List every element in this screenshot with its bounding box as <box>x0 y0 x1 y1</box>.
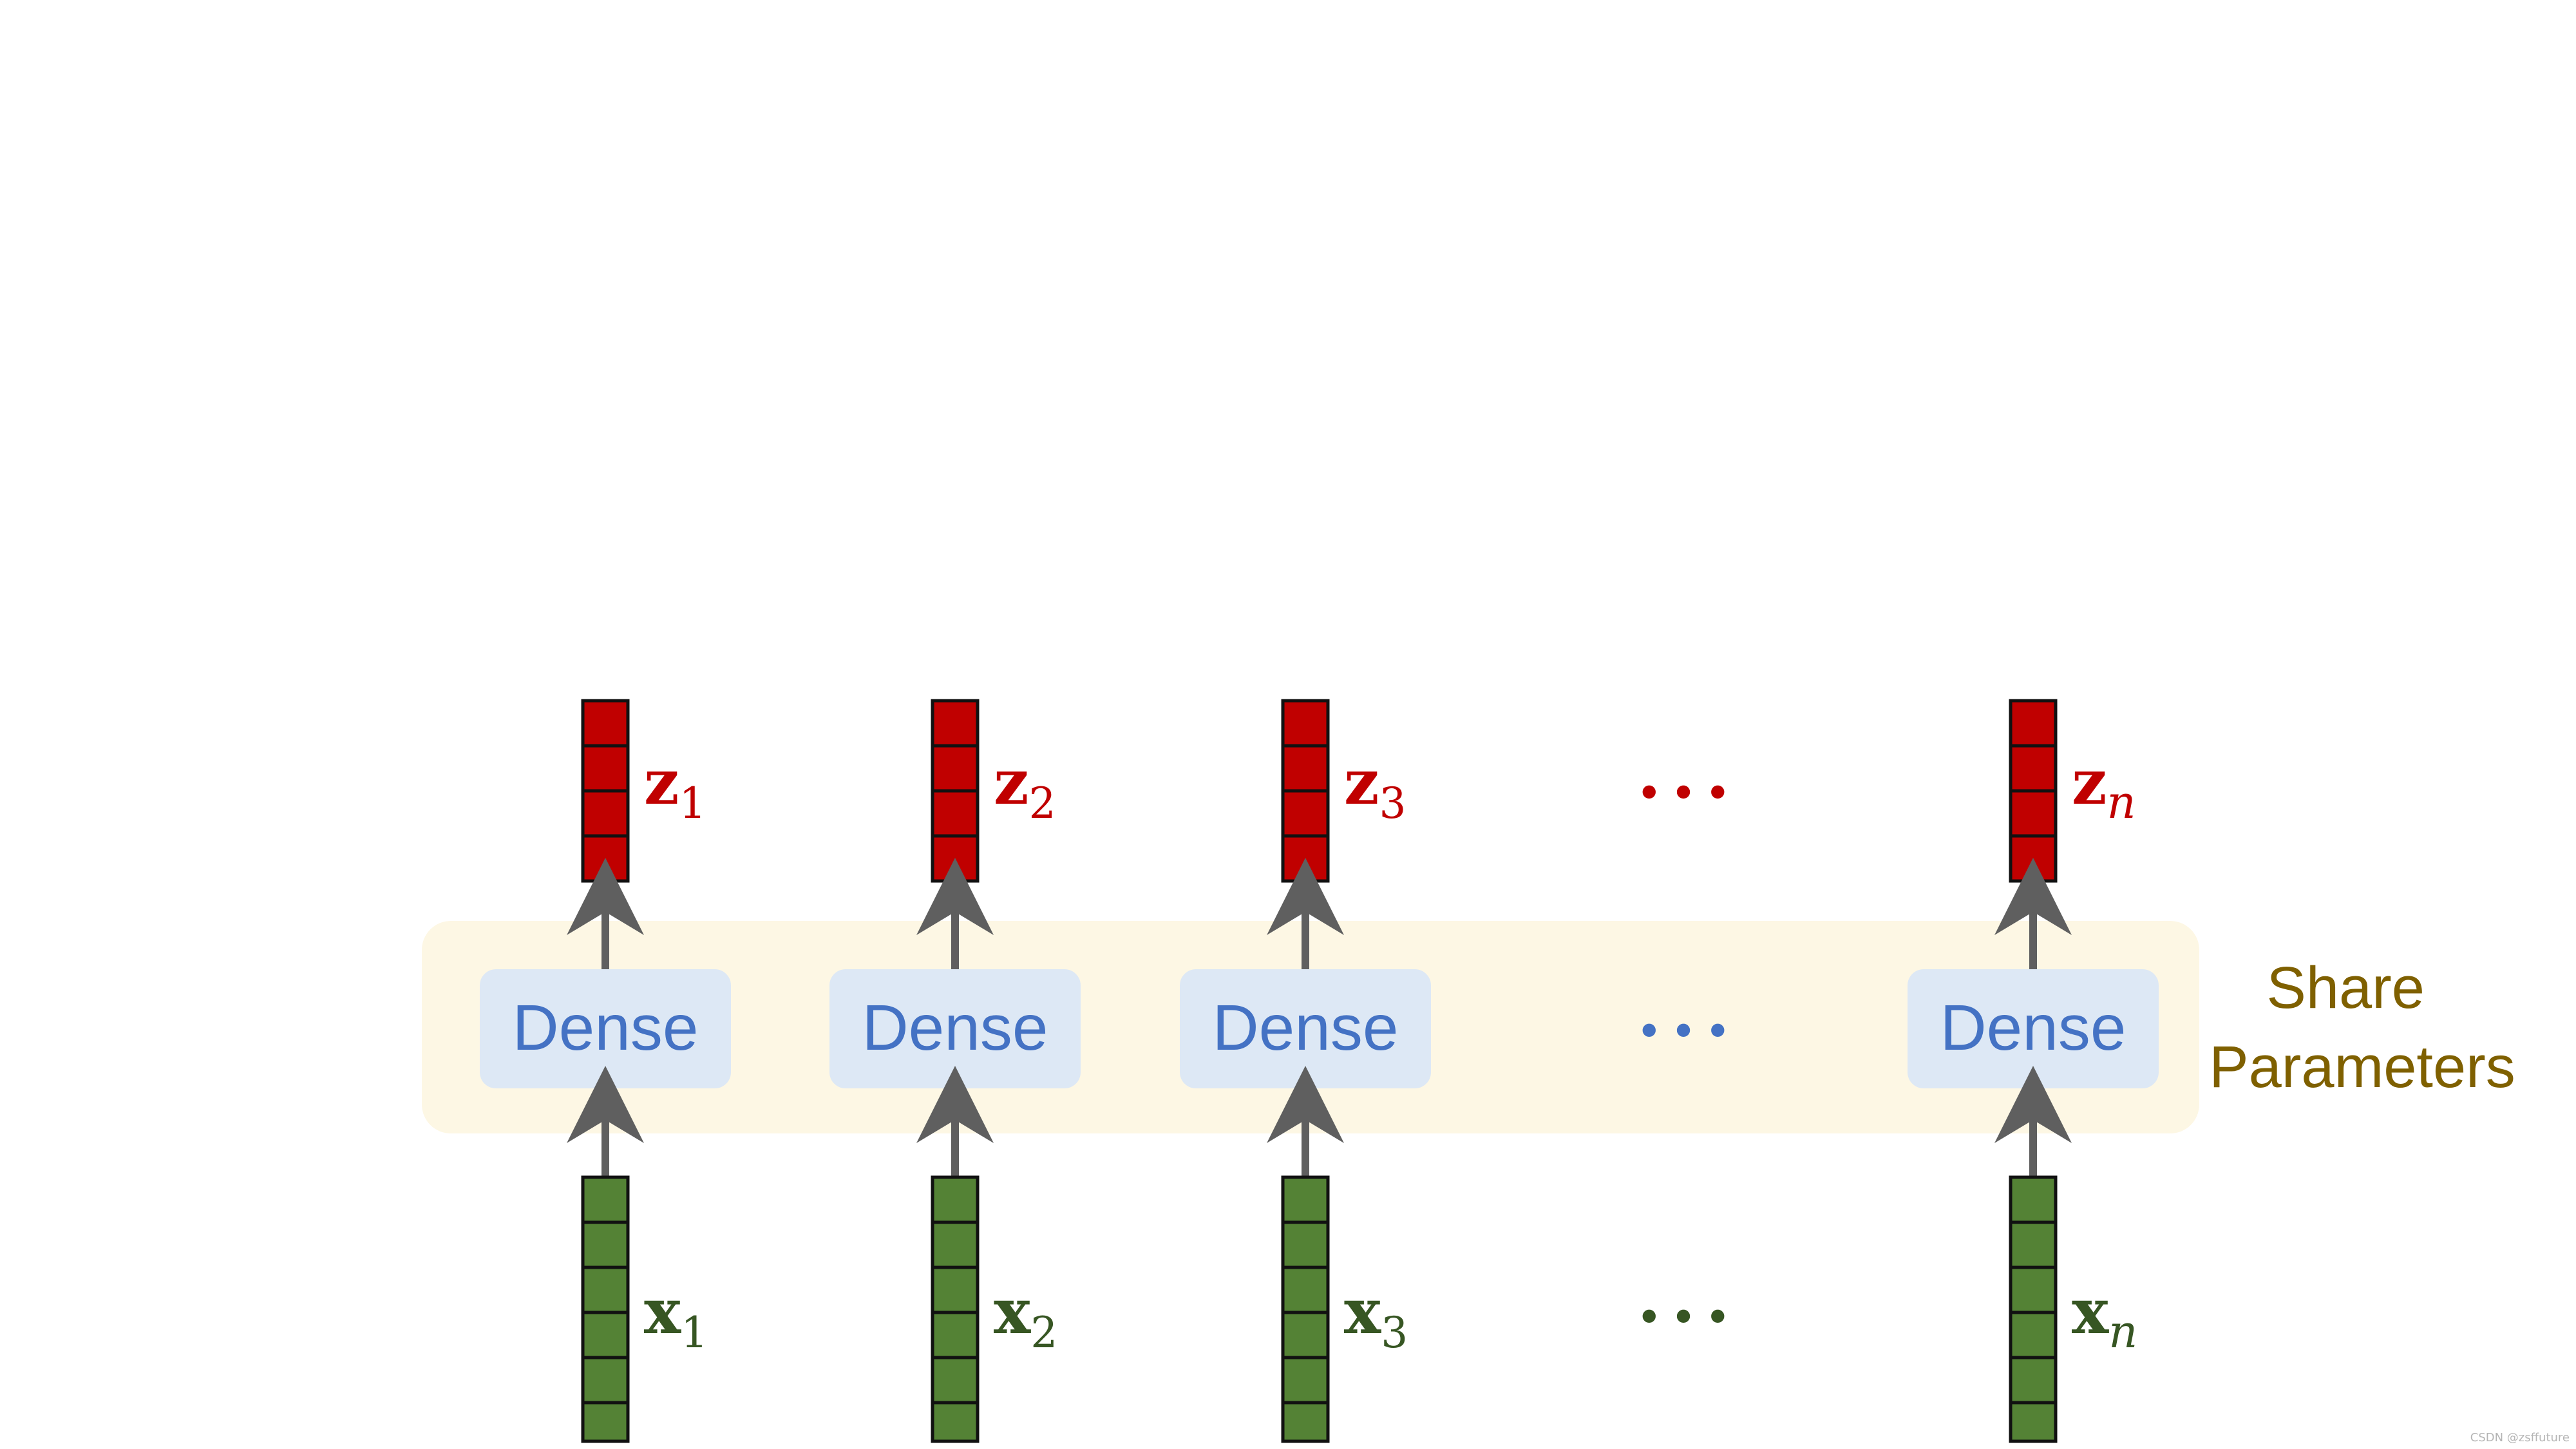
dense-box-1 <box>480 969 731 1088</box>
input-label-sub: 3 <box>1381 1308 1408 1358</box>
output-label-base: z <box>1344 746 1379 819</box>
input-label-n: xn <box>2072 1275 2137 1358</box>
column-n: zn Dense xn <box>1908 699 2159 1443</box>
output-vector-n <box>2009 699 2058 883</box>
watermark: CSDN @zsffuture <box>2470 1431 2570 1444</box>
input-label-2: x2 <box>994 1275 1057 1358</box>
output-label-1: z1 <box>644 746 706 828</box>
input-label-sub: 1 <box>681 1308 708 1358</box>
input-label-3: x3 <box>1344 1275 1408 1358</box>
input-label-sub: n <box>2108 1305 2137 1358</box>
dense-box-n <box>1908 969 2159 1088</box>
dense-box-2 <box>829 969 1081 1088</box>
output-label-2: z2 <box>994 746 1056 828</box>
input-label-base: x <box>1344 1275 1381 1348</box>
dense-box-3 <box>1180 969 1431 1088</box>
output-label-base: z <box>2072 746 2107 819</box>
output-vector-3 <box>1281 699 1330 883</box>
share-parameters-label: Share Parameters <box>2209 955 2515 1100</box>
dense-label-3: Dense <box>1212 992 1398 1064</box>
input-vector-3 <box>1281 1175 1330 1443</box>
ellipsis-dense: ••• <box>1636 1005 1739 1058</box>
input-label-base: x <box>994 1275 1031 1348</box>
dense-label-2: Dense <box>862 992 1048 1064</box>
input-label-base: x <box>2072 1275 2109 1348</box>
column-1: z1 Dense x1 <box>480 699 731 1443</box>
input-vector-n <box>2009 1175 2058 1443</box>
input-label-1: x1 <box>644 1275 708 1358</box>
output-label-sub: 1 <box>679 779 706 828</box>
output-label-base: z <box>994 746 1029 819</box>
column-3: z3 Dense x3 <box>1180 699 1431 1443</box>
input-label-sub: 2 <box>1030 1308 1057 1358</box>
output-label-sub: 2 <box>1029 779 1056 828</box>
share-label-line1: Share <box>2266 955 2425 1021</box>
output-label-base: z <box>644 746 679 819</box>
output-label-3: z3 <box>1344 746 1406 828</box>
input-label-base: x <box>644 1275 681 1348</box>
column-2: z2 Dense x2 <box>829 699 1081 1443</box>
dense-label-1: Dense <box>512 992 698 1064</box>
share-label-line2: Parameters <box>2209 1034 2515 1100</box>
output-label-n: zn <box>2072 746 2136 829</box>
output-label-sub: n <box>2107 776 2136 829</box>
ellipsis-output: ••• <box>1636 767 1739 820</box>
ellipsis-input: ••• <box>1636 1291 1739 1344</box>
output-vector-2 <box>931 699 980 883</box>
output-label-sub: 3 <box>1379 779 1406 828</box>
input-vector-2 <box>931 1175 980 1443</box>
dense-label-n: Dense <box>1940 992 2126 1064</box>
input-vector-1 <box>581 1175 630 1443</box>
output-vector-1 <box>581 699 630 883</box>
